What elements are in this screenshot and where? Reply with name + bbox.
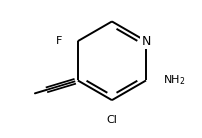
- Text: F: F: [56, 36, 63, 46]
- Text: Cl: Cl: [106, 116, 117, 125]
- Text: NH$_2$: NH$_2$: [163, 74, 186, 87]
- Text: N: N: [141, 35, 151, 48]
